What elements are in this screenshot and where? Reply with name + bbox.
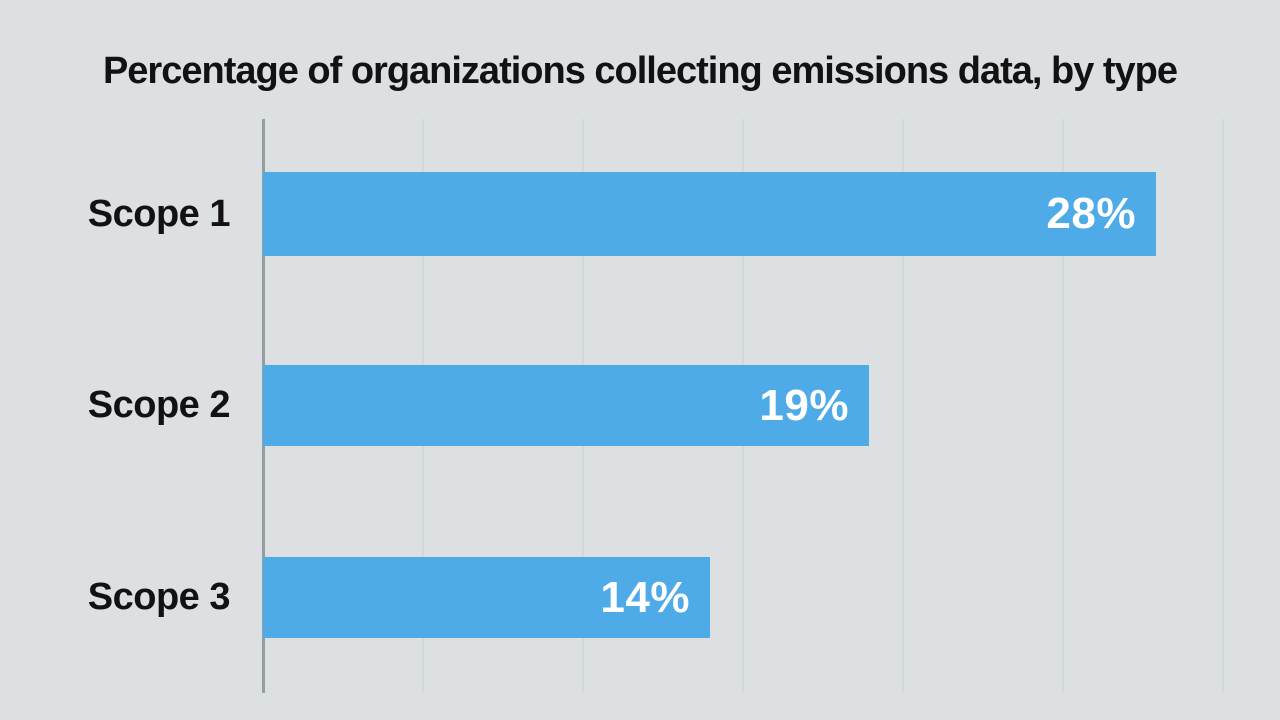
category-label-scope-3: Scope 3 [87,576,231,618]
bar-scope-1: 28% [263,172,1156,256]
gridline [902,119,904,693]
chart-title: Percentage of organizations collecting e… [102,50,1178,92]
category-label-scope-2: Scope 2 [87,384,231,426]
category-label-scope-1: Scope 1 [87,192,231,235]
value-label-scope-2: 19% [759,380,849,430]
value-label-scope-1: 28% [1046,189,1136,238]
gridline [1062,119,1064,693]
bar-scope-3: 14% [263,557,710,638]
bar-scope-2: 19% [263,365,869,446]
gridline [1222,119,1224,693]
value-label-scope-3: 14% [600,572,690,622]
